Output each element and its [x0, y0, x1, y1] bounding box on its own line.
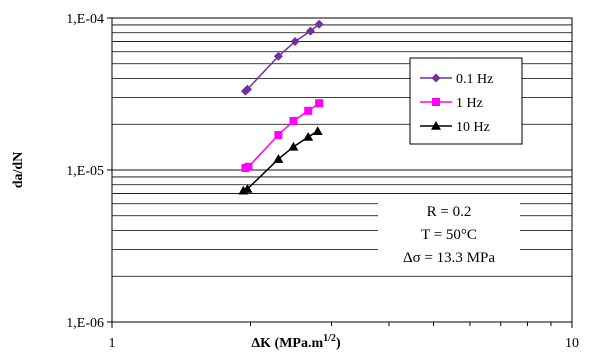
data-point [288, 141, 299, 151]
data-point [314, 19, 324, 29]
data-point [244, 162, 253, 171]
data-point [304, 106, 313, 115]
data-point [274, 130, 283, 139]
data-point [242, 84, 252, 94]
conditions-note-box [378, 198, 520, 270]
y-tick-label: 1,E-05 [66, 164, 104, 179]
y-tick-label: 1,E-06 [66, 316, 104, 331]
x-axis-title-end: ) [336, 336, 341, 351]
data-point [289, 117, 298, 126]
data-point [315, 99, 324, 108]
series-line [244, 23, 320, 92]
legend-label: 10 Hz [456, 120, 490, 135]
axis-ticks: 1 10 1,E-06 1,E-05 1,E-04 [66, 12, 579, 351]
data-point [305, 26, 315, 36]
series-triangle [238, 126, 323, 195]
note-line-r: R = 0.2 [427, 204, 472, 220]
data-point [242, 183, 253, 193]
x-axis-title-main: ΔK (MPa.m [251, 336, 323, 351]
note-line-stress: Δσ = 13.3 MPa [403, 250, 495, 266]
x-axis-title: ΔK (MPa.m1/2) [251, 333, 341, 351]
x-tick-label: 10 [565, 336, 579, 351]
legend-label: 0.1 Hz [456, 72, 493, 87]
conditions-note: R = 0.2 T = 50°C Δσ = 13.3 MPa [378, 198, 520, 270]
legend-swatch-marker [431, 121, 441, 130]
legend-label: 1 Hz [456, 96, 483, 111]
series-square [241, 99, 324, 173]
data-series [238, 19, 324, 195]
data-point [303, 131, 314, 141]
legend-box [409, 57, 523, 145]
data-point [273, 154, 284, 163]
legend-swatch-marker [432, 98, 440, 106]
note-line-t: T = 50°C [421, 227, 477, 243]
y-axis-title: da/dN [11, 152, 26, 189]
series-diamond [240, 19, 324, 96]
data-point [273, 51, 283, 61]
data-point [290, 37, 300, 47]
y-tick-label: 1,E-04 [66, 12, 104, 27]
x-axis-title-superscript: 1/2 [323, 333, 336, 344]
data-point [312, 126, 323, 135]
x-tick-label: 1 [109, 336, 116, 351]
legend-swatch-marker [431, 73, 441, 83]
legend: 0.1 Hz 1 Hz 10 Hz [409, 57, 523, 145]
